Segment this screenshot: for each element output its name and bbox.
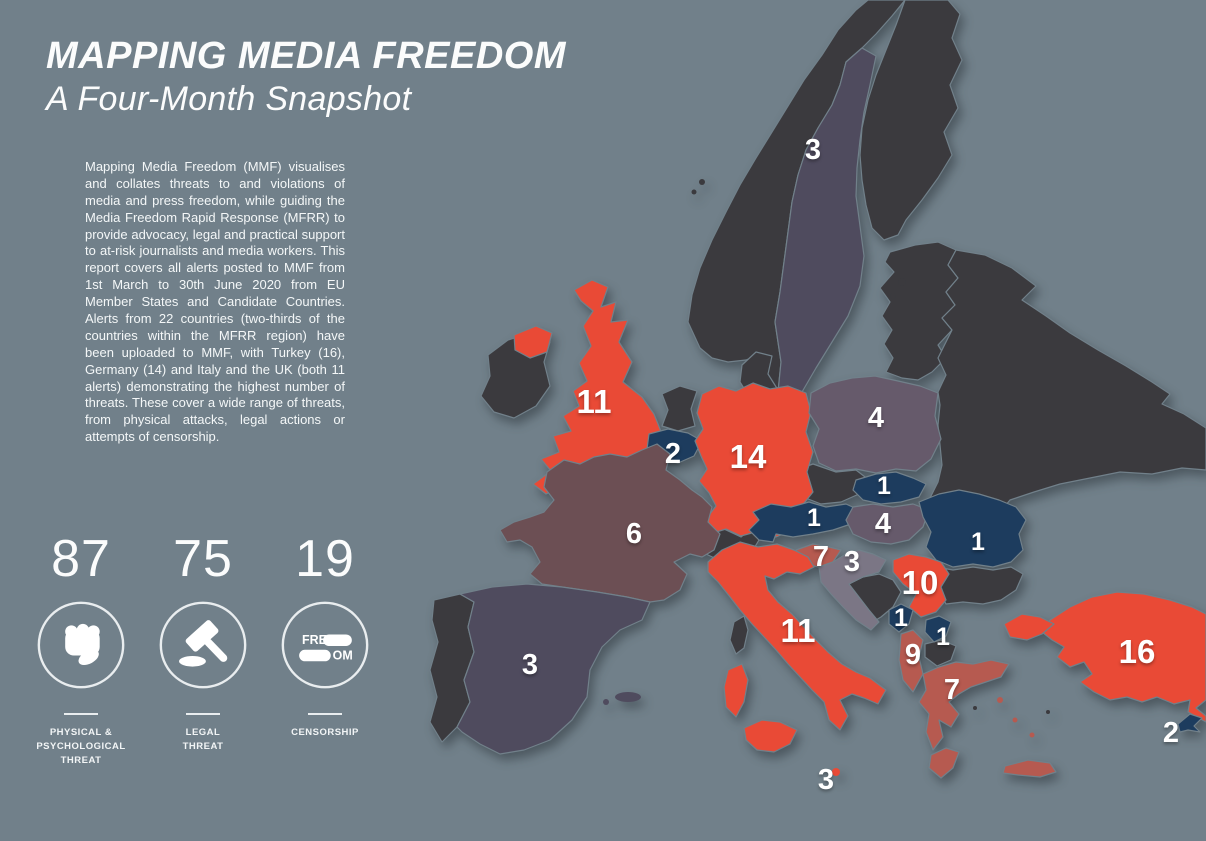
italy-sicily [743,719,798,753]
country-france [499,443,721,603]
map-label-greece: 7 [944,674,960,706]
country-greece [918,659,1010,751]
country-serbia [892,553,950,618]
aegean-island [1046,710,1050,714]
map-label-italy: 11 [781,612,816,649]
map-label-slovenia: 7 [813,541,829,573]
stat-label-legal: LEGAL THREAT [182,727,224,752]
map-label-france: 6 [626,518,642,550]
map-label-turkey: 16 [1119,633,1156,670]
country-slovakia [852,471,927,505]
stat-censorship: 19 FRE OM CENSORSHIP [266,533,384,767]
map-label-albania: 9 [905,639,921,671]
map-label-croatia: 3 [844,546,860,578]
map-label-montenegro: 1 [894,604,908,632]
country-netherlands [661,385,698,432]
map-label-kosovo: 1 [936,623,950,651]
country-hungary [845,503,930,545]
map-label-romania: 1 [971,528,985,556]
map-label-sweden: 3 [805,134,821,166]
map-label-cyprus: 2 [1163,717,1179,749]
aegean-island [1012,717,1018,723]
country-kosovo [924,615,952,643]
estonia-island [898,278,906,286]
greece-peloponnese [928,747,960,779]
country-romania [918,489,1027,568]
corsica-island [729,615,749,655]
stat-divider [186,713,220,715]
map-label-serbia: 10 [902,564,939,601]
spain-balearics [615,692,641,702]
stat-physical-threat: 87 PHYSICAL & PSYCHOLOGICAL THREAT [22,533,140,767]
fist-icon [37,601,125,689]
map-label-austria: 1 [807,504,821,532]
spain-balearics [603,699,609,705]
title-block: MAPPING MEDIA FREEDOM A Four-Month Snaps… [46,35,566,119]
threat-stats-row: 87 PHYSICAL & PSYCHOLOGICAL THREAT 75 [22,533,384,767]
greece-crete [1002,759,1057,778]
estonia-island [890,293,896,299]
censored-text-line1: FRE [302,633,327,647]
map-label-uk: 11 [577,383,612,420]
stat-divider [308,713,342,715]
gavel-icon [159,601,247,689]
country-malta [832,768,840,776]
stat-divider [64,713,98,715]
map-label-malta: 3 [818,764,834,796]
censored-text-line2: OM [333,648,353,662]
country-finland [859,0,963,241]
country-east-mass [929,249,1206,513]
map-label-poland: 4 [868,402,884,434]
norway-island [699,179,705,185]
stat-value-physical: 87 [51,530,111,588]
country-montenegro [888,603,914,633]
country-cyprus [1177,713,1203,733]
country-turkey [1041,591,1206,723]
country-poland [808,375,942,474]
map-label-germany: 14 [730,438,767,475]
country-italy [707,541,887,731]
page-title: MAPPING MEDIA FREEDOM [46,35,566,77]
map-label-belgium: 2 [665,438,681,470]
country-croatia [818,549,887,631]
country-uk-northern-ireland [513,325,553,359]
map-label-spain: 3 [522,649,538,681]
country-bulgaria [935,566,1024,605]
stat-value-censorship: 19 [295,530,355,588]
turkey-european-part [1003,613,1055,641]
italy-sardinia [723,663,749,718]
country-spain [456,583,651,755]
censored-text-icon: FRE OM [281,601,369,689]
aegean-island [1029,732,1035,738]
intro-paragraph: Mapping Media Freedom (MMF) visualises a… [85,159,345,445]
country-austria [748,501,860,543]
country-north-macedonia [924,639,957,667]
norway-island [691,189,697,195]
map-label-hungary: 4 [875,508,891,540]
aegean-island [997,697,1003,703]
map-label-slovakia: 1 [877,472,891,500]
stat-value-legal: 75 [173,530,233,588]
page-subtitle: A Four-Month Snapshot [46,79,412,118]
stat-legal-threat: 75 LEGAL THREAT [144,533,262,767]
stat-label-censorship: CENSORSHIP [291,727,359,738]
stat-label-physical: PHYSICAL & PSYCHOLOGICAL THREAT [36,727,126,766]
aegean-island [973,706,977,710]
